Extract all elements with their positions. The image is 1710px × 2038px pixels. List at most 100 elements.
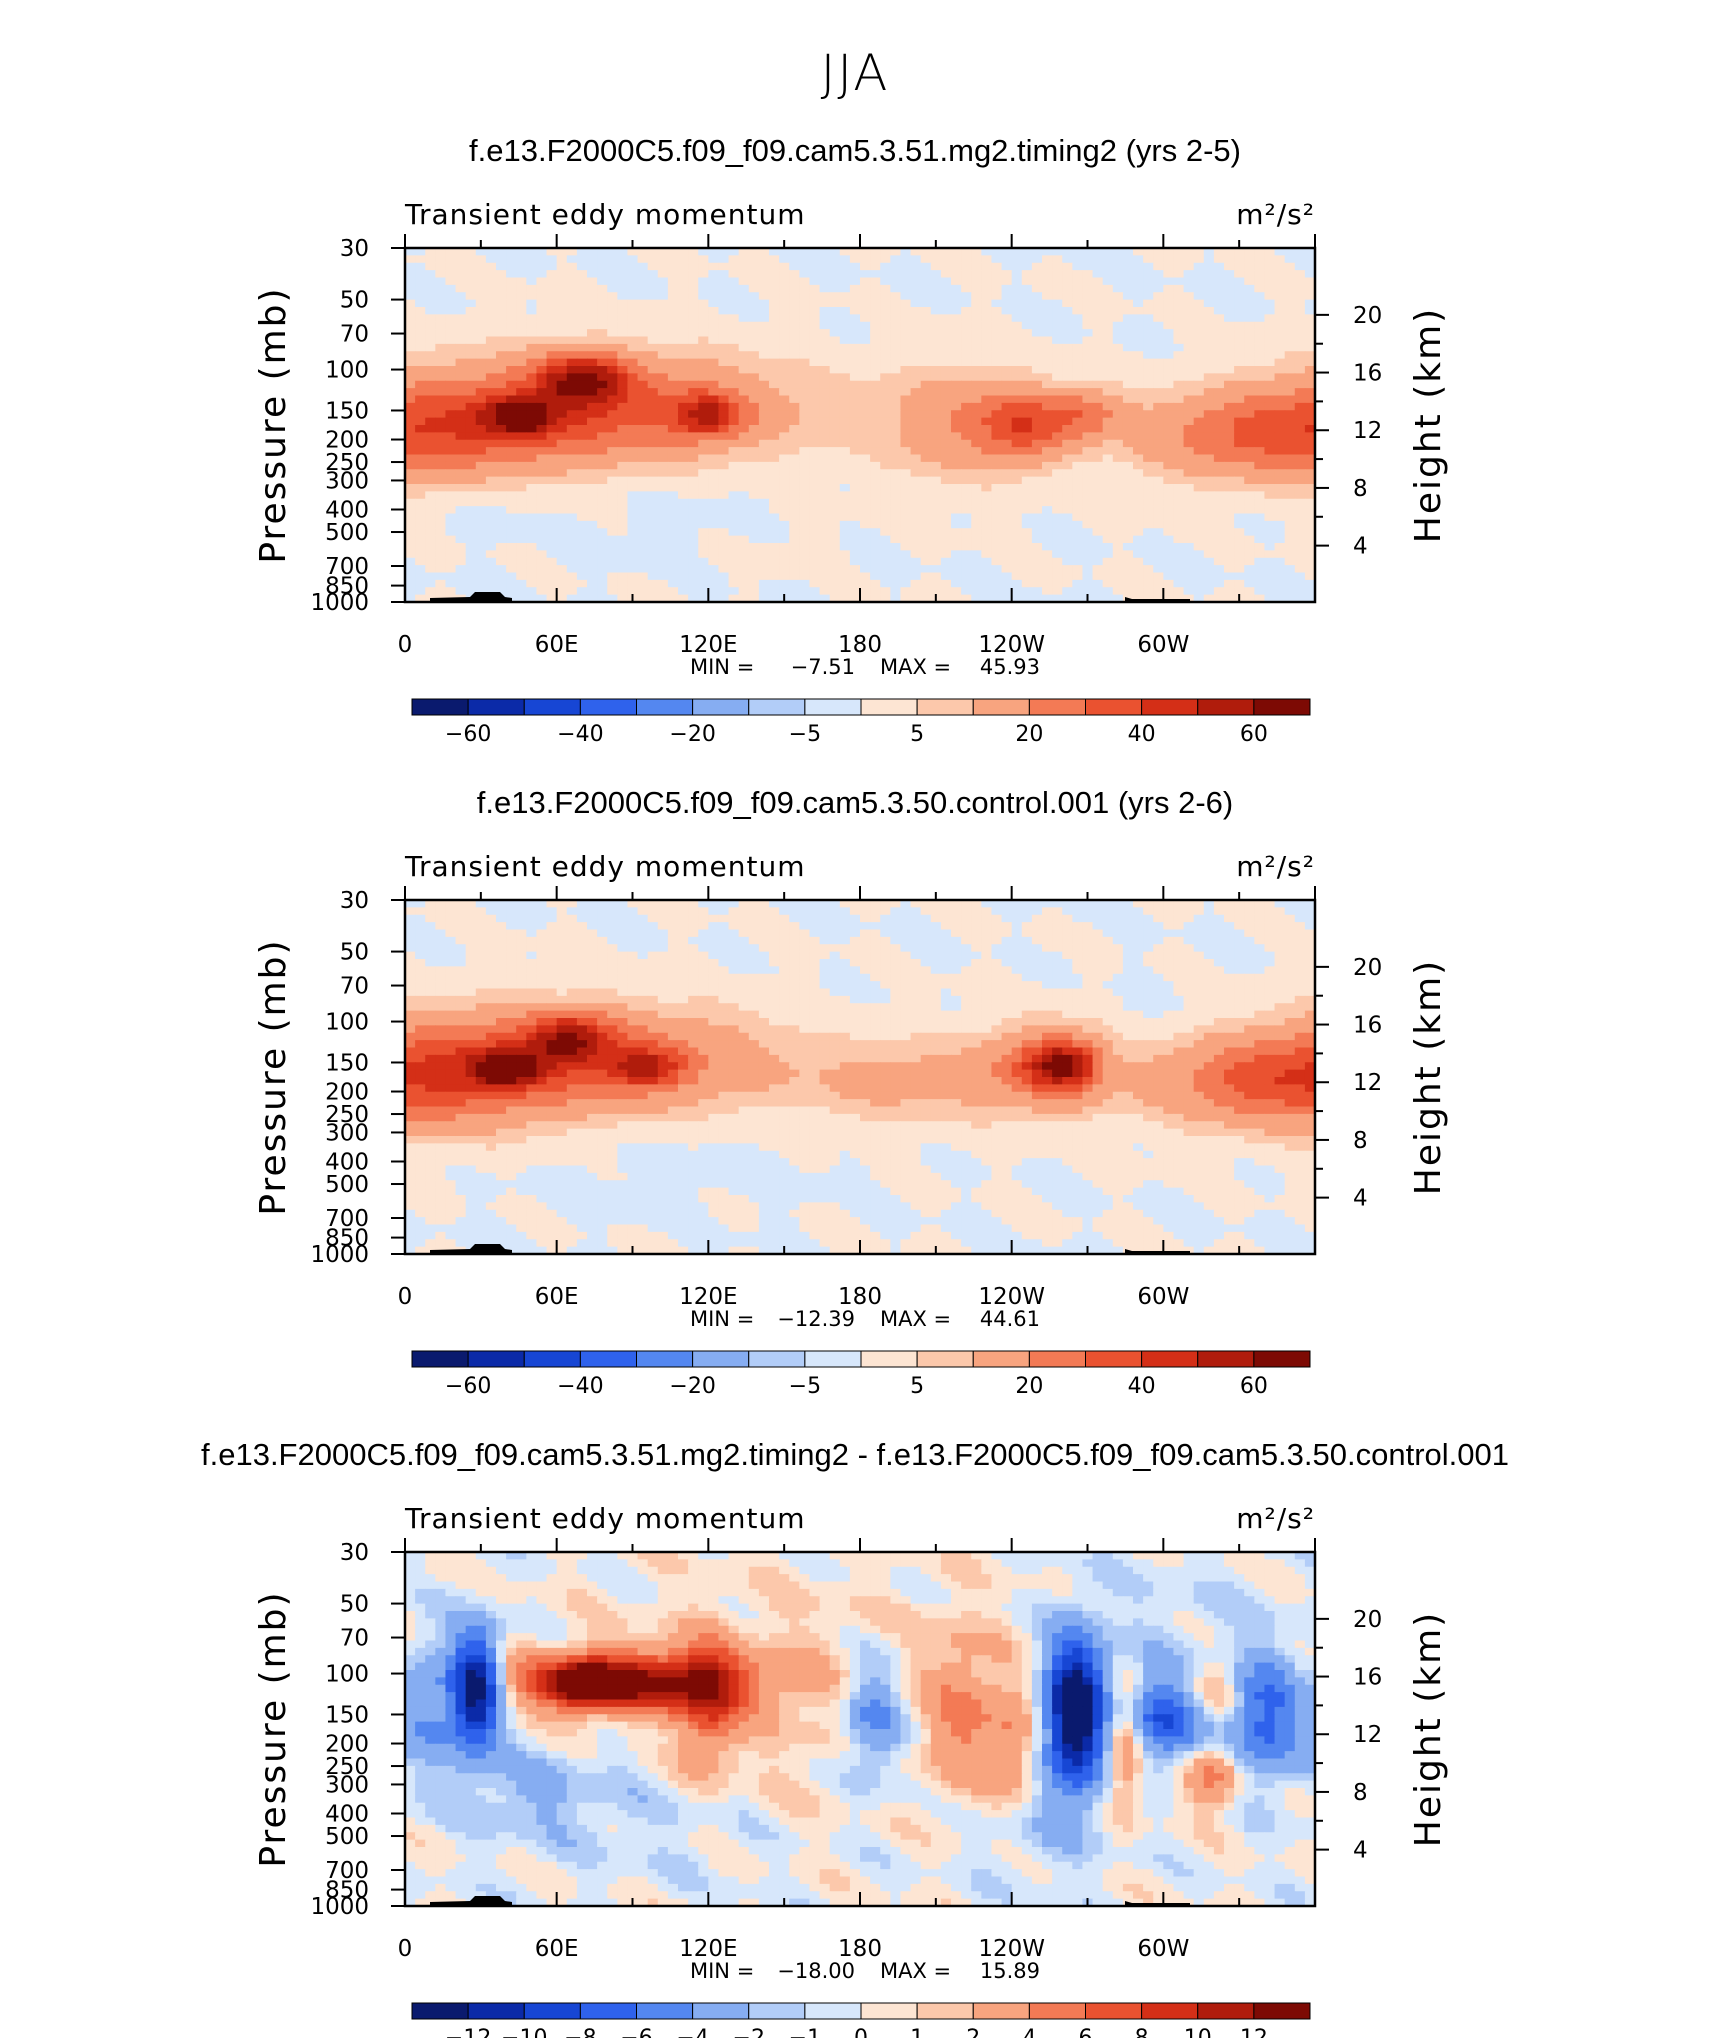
field-cell <box>698 914 709 923</box>
field-cell <box>425 351 436 360</box>
field-cell <box>799 454 811 463</box>
field-cell <box>951 388 962 397</box>
field-cell <box>1173 900 1185 908</box>
field-cell <box>900 358 912 367</box>
field-cell <box>657 557 669 566</box>
field-cell <box>566 922 578 931</box>
field-cell <box>1112 506 1124 515</box>
field-cell <box>587 277 598 286</box>
field-cell <box>1153 929 1164 938</box>
field-cell <box>1031 395 1043 404</box>
field-cell <box>1254 351 1266 360</box>
field-cell <box>860 321 871 330</box>
field-cell <box>415 284 426 293</box>
field-cell <box>1193 329 1205 338</box>
field-cell <box>1203 572 1215 581</box>
field-cell <box>1203 299 1215 308</box>
field-cell <box>1042 395 1053 404</box>
field-cell <box>1264 248 1276 256</box>
field-cell <box>849 528 861 537</box>
field-cell <box>405 439 416 448</box>
field-cell <box>1072 299 1084 308</box>
field-cell <box>930 284 942 293</box>
field-cell <box>546 565 558 574</box>
field-cell <box>1163 277 1175 286</box>
field-cell <box>556 307 568 315</box>
field-cell <box>940 929 952 938</box>
field-cell <box>1304 417 1316 426</box>
field-cell <box>769 425 780 433</box>
field-cell <box>566 491 578 500</box>
field-cell <box>526 373 538 382</box>
field-cell <box>445 922 457 931</box>
field-cell <box>617 572 629 581</box>
field-cell <box>829 461 841 470</box>
field-cell <box>1052 336 1063 345</box>
field-cell <box>465 565 477 574</box>
field-cell <box>1042 513 1053 522</box>
field-cell <box>617 358 629 367</box>
field-cell <box>890 292 902 301</box>
field-cell <box>1092 336 1104 345</box>
field-cell <box>597 439 608 448</box>
field-cell <box>870 388 881 397</box>
field-cell <box>597 922 608 931</box>
field-cell <box>405 922 416 931</box>
field-cell <box>1082 343 1094 352</box>
field-cell <box>819 343 831 352</box>
field-cell <box>718 255 730 264</box>
field-cell <box>829 587 841 596</box>
field-cell <box>556 550 568 559</box>
field-cell <box>465 321 477 330</box>
field-cell <box>1244 484 1255 492</box>
field-cell <box>728 388 740 397</box>
field-cell <box>415 513 426 522</box>
field-cell <box>1143 535 1154 544</box>
field-cell <box>930 469 942 478</box>
field-cell <box>779 410 790 419</box>
field-cell <box>576 314 588 323</box>
field-cell <box>1112 358 1124 367</box>
field-cell <box>1021 417 1033 426</box>
field-cell <box>940 498 952 507</box>
field-cell <box>1001 922 1013 931</box>
field-cell <box>809 248 821 256</box>
field-cell <box>779 277 790 286</box>
field-cell <box>1052 579 1063 588</box>
field-cell <box>1254 587 1266 596</box>
field-cell <box>991 572 1003 581</box>
field-cell <box>779 543 790 551</box>
field-cell <box>890 255 902 264</box>
field-cell <box>1031 439 1043 448</box>
field-cell <box>1072 506 1084 515</box>
field-cell <box>708 550 720 559</box>
field-cell <box>809 929 821 938</box>
field-cell <box>425 461 436 470</box>
field-cell <box>1304 900 1316 908</box>
field-cell <box>1244 572 1255 581</box>
field-cell <box>688 336 699 345</box>
field-cell <box>627 550 639 559</box>
field-cell <box>445 447 457 456</box>
field-cell <box>1011 439 1023 448</box>
field-cell <box>698 543 709 551</box>
field-cell <box>425 454 436 463</box>
field-cell <box>415 307 426 315</box>
field-cell <box>526 358 538 367</box>
field-cell <box>667 550 679 559</box>
field-cell <box>445 543 457 551</box>
field-cell <box>1304 469 1316 478</box>
field-cell <box>526 572 538 581</box>
field-cell <box>1153 922 1164 931</box>
field-cell <box>1112 498 1124 507</box>
field-cell <box>698 314 709 323</box>
field-cell <box>1254 557 1266 566</box>
field-cell <box>435 329 447 338</box>
field-cell <box>1254 336 1266 345</box>
field-cell <box>637 270 649 279</box>
field-cell <box>1264 498 1276 507</box>
field-cell <box>758 262 770 271</box>
y-tick-label: 700 <box>325 554 369 580</box>
field-cell <box>1173 550 1185 559</box>
field-cell <box>1244 550 1255 559</box>
